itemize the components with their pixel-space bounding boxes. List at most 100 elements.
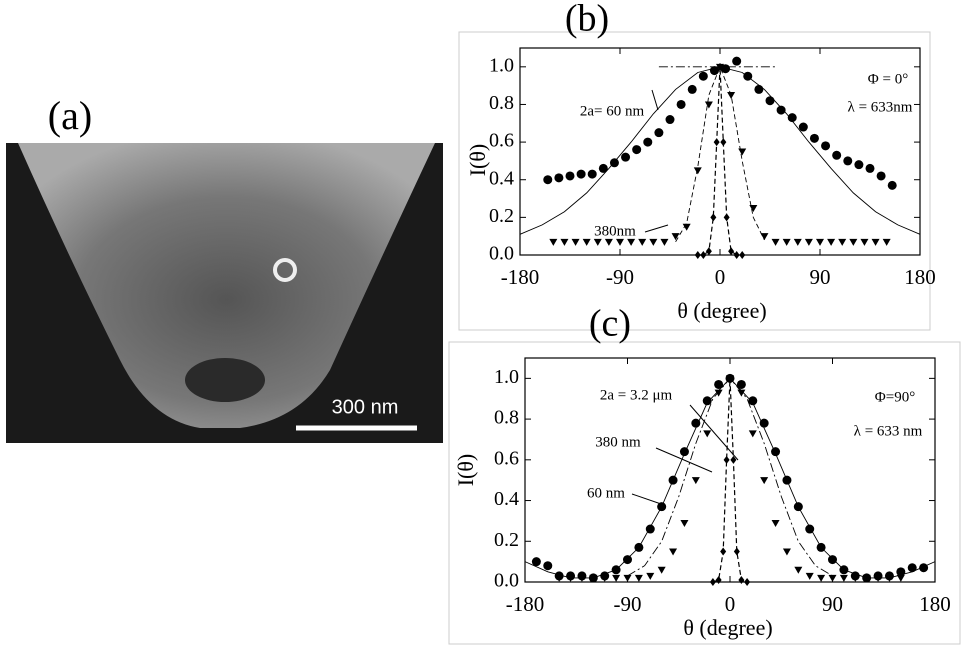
point bbox=[723, 213, 730, 222]
point bbox=[600, 571, 610, 581]
point bbox=[809, 133, 819, 143]
y-tick-label: 0.0 bbox=[494, 570, 519, 592]
point bbox=[682, 223, 691, 231]
x-axis-label: θ (degree) bbox=[683, 615, 772, 640]
annotation: λ = 633 nm bbox=[854, 423, 923, 439]
y-tick-label: 0.2 bbox=[489, 205, 514, 227]
point bbox=[715, 575, 722, 584]
point bbox=[782, 548, 791, 556]
series-line bbox=[524, 377, 936, 579]
point bbox=[838, 238, 847, 246]
y-tick-label: 1.0 bbox=[494, 366, 519, 388]
point bbox=[817, 574, 826, 582]
point bbox=[687, 84, 697, 94]
series-label: 380nm bbox=[594, 223, 636, 239]
y-tick-label: 0.4 bbox=[494, 488, 519, 510]
point bbox=[593, 238, 602, 246]
point bbox=[771, 519, 780, 527]
series-label: 2a= 60 nm bbox=[580, 103, 645, 119]
point bbox=[714, 389, 723, 397]
point bbox=[787, 113, 797, 123]
panel-label: (a) bbox=[48, 93, 92, 138]
point bbox=[671, 233, 680, 241]
point bbox=[804, 238, 813, 246]
point bbox=[634, 574, 643, 582]
point bbox=[871, 238, 880, 246]
point bbox=[627, 238, 636, 246]
point bbox=[736, 379, 746, 389]
point bbox=[646, 572, 655, 580]
point bbox=[720, 547, 727, 556]
point bbox=[739, 251, 746, 259]
point bbox=[798, 122, 808, 132]
point bbox=[733, 251, 740, 259]
point bbox=[744, 578, 751, 586]
point bbox=[691, 477, 700, 485]
point bbox=[554, 571, 564, 581]
series-label: 380 nm bbox=[595, 434, 641, 450]
point bbox=[865, 163, 875, 173]
point bbox=[598, 163, 608, 173]
point bbox=[732, 56, 742, 66]
point bbox=[854, 160, 864, 170]
y-tick-label: 0.8 bbox=[489, 92, 514, 114]
point bbox=[702, 396, 712, 406]
label-arrow bbox=[655, 447, 713, 473]
point bbox=[782, 238, 791, 246]
point bbox=[623, 555, 632, 565]
point bbox=[693, 167, 702, 175]
x-tick-label: -90 bbox=[614, 592, 642, 616]
point bbox=[566, 571, 576, 581]
point bbox=[849, 238, 858, 246]
scale-bar-label: 300 nm bbox=[332, 396, 399, 418]
point bbox=[582, 238, 591, 246]
point bbox=[720, 138, 727, 147]
point bbox=[621, 152, 631, 162]
point bbox=[733, 547, 740, 556]
point bbox=[679, 447, 689, 457]
point bbox=[760, 477, 769, 485]
point bbox=[714, 379, 724, 389]
point bbox=[832, 150, 842, 160]
point bbox=[691, 418, 701, 428]
point bbox=[828, 574, 837, 582]
point bbox=[657, 566, 666, 574]
series-line bbox=[712, 378, 748, 583]
point bbox=[705, 247, 712, 256]
point bbox=[565, 171, 575, 181]
label-arrow bbox=[631, 493, 665, 506]
y-tick-label: 0.6 bbox=[489, 130, 514, 152]
chart: (b) θ (degree) I(θ) -180 -90 0 90 180 0.0 0.2 0.4 0… bbox=[465, 0, 936, 323]
point bbox=[737, 389, 746, 397]
point bbox=[710, 213, 717, 222]
annotation: Φ = 0° bbox=[868, 71, 908, 87]
point bbox=[543, 561, 553, 571]
series-line bbox=[627, 377, 833, 577]
point bbox=[698, 71, 708, 81]
point bbox=[850, 571, 860, 581]
point bbox=[703, 430, 712, 438]
label-arrow bbox=[651, 89, 659, 111]
x-tick-label: 90 bbox=[822, 592, 843, 616]
x-tick-label: -180 bbox=[501, 265, 540, 289]
series-label: 60 nm bbox=[587, 485, 625, 501]
chart-title: (c) bbox=[589, 303, 631, 345]
point bbox=[738, 148, 747, 156]
series-line bbox=[519, 66, 921, 235]
point bbox=[749, 204, 758, 212]
y-axis-label: I(θ) bbox=[453, 454, 478, 487]
point bbox=[723, 455, 730, 464]
sem-image: 300 nm bbox=[6, 143, 443, 443]
x-tick-label: 0 bbox=[715, 265, 726, 289]
point bbox=[730, 455, 737, 464]
point bbox=[816, 238, 824, 246]
y-tick-label: 0.4 bbox=[489, 167, 514, 189]
point bbox=[827, 238, 836, 246]
point bbox=[554, 173, 564, 183]
label-arrow bbox=[689, 404, 739, 461]
point bbox=[660, 238, 669, 246]
point bbox=[860, 238, 869, 246]
x-axis-label: θ (degree) bbox=[677, 298, 766, 323]
point bbox=[794, 566, 803, 574]
